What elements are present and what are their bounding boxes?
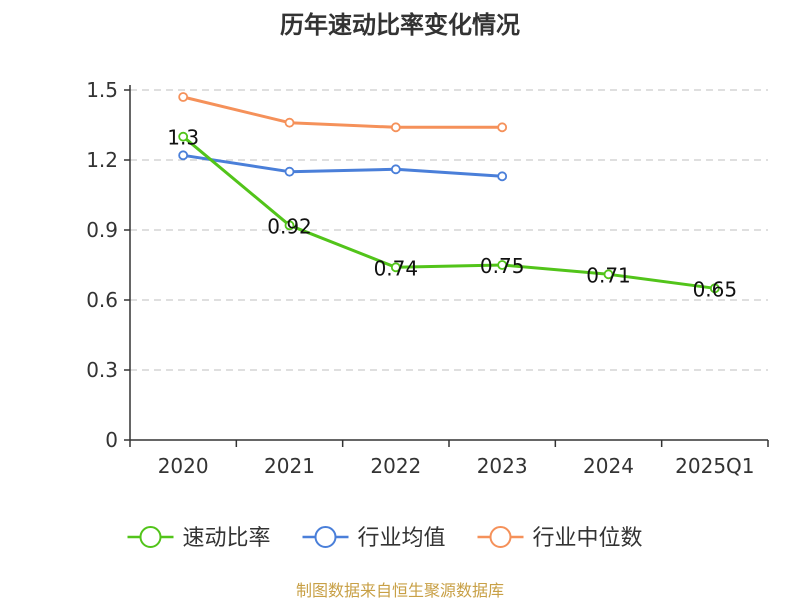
- x-tick-label: 2024: [583, 454, 634, 478]
- data-label: 1.3: [167, 126, 199, 150]
- legend-label: 行业均值: [358, 526, 446, 551]
- y-tick-label: 0.6: [86, 288, 118, 312]
- y-tick-label: 1.5: [86, 78, 118, 102]
- series-lines: [178, 92, 720, 294]
- legend: 速动比率 行业均值 行业中位数: [127, 526, 643, 551]
- data-point: [284, 117, 295, 128]
- data-point: [178, 131, 189, 142]
- x-tick-label: 2020: [158, 454, 209, 478]
- legend-item: 速动比率: [127, 526, 271, 551]
- source-note: 制图数据来自恒生聚源数据库: [296, 581, 504, 600]
- data-label: 0.75: [480, 254, 525, 278]
- data-label: 0.74: [374, 256, 419, 280]
- x-tick-label: 2025Q1: [675, 454, 754, 478]
- y-tick-label: 0.3: [86, 358, 118, 382]
- data-point: [497, 171, 508, 182]
- series-line-1: [182, 153, 503, 178]
- x-tick-label: 2023: [477, 454, 528, 478]
- legend-item: 行业中位数: [477, 526, 643, 551]
- data-point: [603, 269, 614, 280]
- legend-label: 行业中位数: [533, 526, 643, 551]
- data-label: 0.92: [267, 214, 312, 238]
- data-point: [178, 92, 189, 102]
- chart-title: 历年速动比率变化情况: [280, 11, 520, 39]
- axes: 0 0.3 0.6 0.9 1.2 1.5 2020 2021 2022 2023 2024 2025…: [86, 78, 769, 478]
- data-point: [178, 150, 189, 161]
- x-tick-label: 2022: [370, 454, 421, 478]
- x-tick-label: 2021: [264, 454, 315, 478]
- y-tick-label: 0.9: [86, 218, 118, 242]
- data-point: [284, 166, 295, 177]
- data-point: [390, 164, 401, 175]
- legend-item: 行业均值: [302, 526, 446, 551]
- legend-marker: [139, 526, 162, 548]
- series-line-0: [182, 135, 715, 290]
- legend-marker: [489, 526, 512, 548]
- data-point: [284, 220, 295, 231]
- y-tick-label: 0: [105, 428, 118, 452]
- y-tick-label: 1.2: [86, 148, 118, 172]
- gridlines: [130, 89, 768, 371]
- data-point: [497, 260, 508, 270]
- legend-marker: [314, 526, 337, 548]
- data-point: [709, 283, 720, 294]
- data-label: 0.65: [693, 277, 738, 301]
- series-line-2: [182, 95, 503, 129]
- data-point: [390, 122, 401, 133]
- data-point: [390, 262, 401, 273]
- legend-label: 速动比率: [183, 526, 271, 551]
- data-point: [497, 122, 508, 133]
- data-labels: 1.3 0.92 0.74 0.75 0.71 0.65: [167, 126, 737, 302]
- data-label: 0.71: [586, 263, 631, 287]
